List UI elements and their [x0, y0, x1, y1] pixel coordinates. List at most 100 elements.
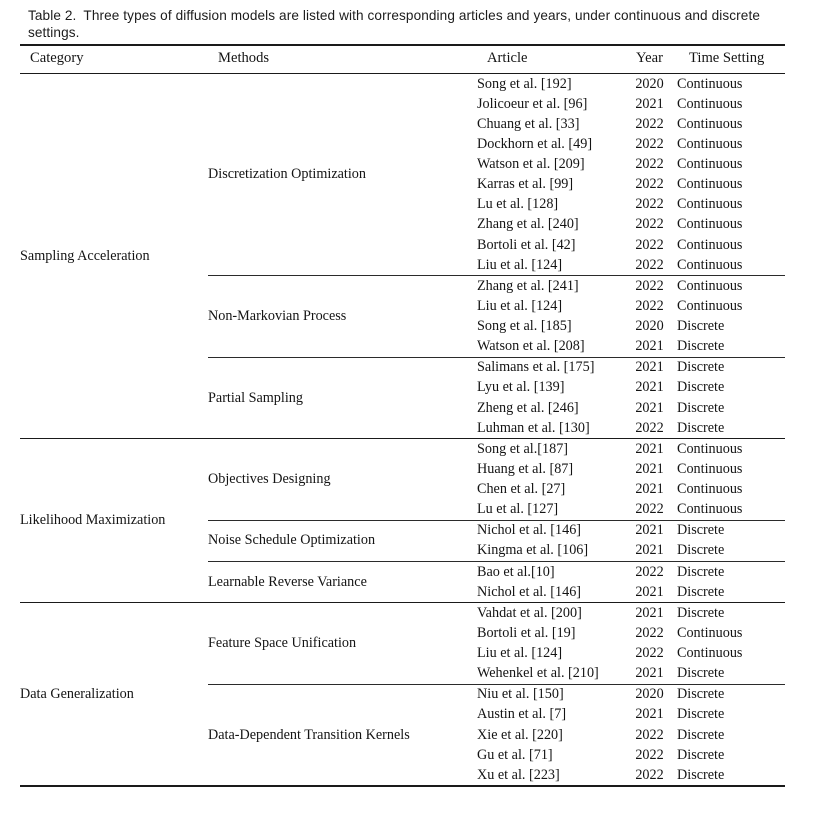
article-cell: Vahdat et al. [200] [477, 602, 622, 624]
year-cell: 2021 [635, 583, 664, 600]
table-row: Liu et al. [124] 2022 Continuous [20, 296, 785, 316]
article-cell: Chuang et al. [33] [477, 115, 580, 132]
table-row: Gu et al. [71] 2022 Discrete [20, 745, 785, 765]
table-row: Bortoli et al. [42] 2022 Continuous [20, 235, 785, 255]
column-header-category: Category [20, 45, 208, 74]
category-cell: Sampling Acceleration [20, 247, 150, 264]
table-caption-text: Three types of diffusion models are list… [28, 8, 760, 40]
table-row: Lyu et al. [139] 2021 Discrete [20, 378, 785, 398]
table-row: Huang et al. [87] 2021 Continuous [20, 459, 785, 479]
year-cell: 2022 [635, 216, 664, 233]
year-cell: 2021 [635, 95, 664, 112]
year-cell: 2021 [635, 379, 664, 396]
article-cell: Song et al.[187] [477, 438, 622, 460]
time-setting-cell: Continuous [677, 216, 743, 233]
time-setting-cell: Continuous [677, 501, 743, 518]
year-cell: 2021 [622, 519, 677, 541]
year-cell: 2021 [635, 460, 664, 477]
method-cell: Partial Sampling [208, 356, 477, 439]
year-cell: 2022 [635, 645, 664, 662]
article-cell: Lyu et al. [139] [477, 379, 565, 396]
table-row: Xu et al. [223] 2022 Discrete [20, 765, 785, 786]
time-setting-cell: Discrete [677, 338, 725, 355]
article-cell: Nichol et al. [146] [477, 583, 582, 600]
year-cell: 2022 [635, 256, 664, 273]
year-cell: 2022 [635, 501, 664, 518]
table-row: Likelihood Maximization Objectives Design… [20, 438, 785, 603]
time-setting-cell: Continuous [677, 75, 743, 92]
year-cell: 2022 [635, 726, 664, 743]
article-cell: Gu et al. [71] [477, 746, 553, 763]
column-header-year: Year [622, 45, 677, 74]
table-row: Bortoli et al. [19] 2022 Continuous [20, 623, 785, 643]
year-cell: 2021 [635, 481, 664, 498]
header-row: Category Methods Article Year Time Setti… [20, 45, 785, 74]
table-row: Wehenkel et al. [210] 2021 Discrete [20, 664, 785, 685]
time-setting-cell: Discrete [677, 683, 785, 705]
table-row: Luhman et al. [130] 2022 Discrete [20, 418, 785, 439]
diffusion-models-table: Category Methods Article Year Time Setti… [20, 44, 785, 788]
method-cell: Feature Space Unification [208, 602, 477, 685]
year-cell: 2022 [635, 236, 664, 253]
table-row: Kingma et al. [106] 2021 Discrete [20, 541, 785, 562]
article-cell: Liu et al. [124] [477, 256, 563, 273]
table-row: Data Generalization Feature Space Unifica… [20, 602, 785, 787]
year-cell: 2022 [635, 156, 664, 173]
time-setting-cell: Continuous [677, 275, 785, 297]
time-setting-cell: Continuous [677, 176, 743, 193]
year-cell: 2022 [635, 196, 664, 213]
year-cell: 2022 [635, 297, 664, 314]
category-cell: Data Generalization [20, 602, 208, 787]
year-cell: 2022 [622, 275, 677, 297]
year-cell: 2022 [635, 419, 664, 436]
article-cell: Xu et al. [223] [477, 766, 560, 783]
method-cell: Non-Markovian Process [208, 275, 477, 358]
year-cell: 2021 [622, 438, 677, 460]
table-row: Data-Dependent Transition Kernels Niu et … [20, 683, 785, 787]
year-cell: 2022 [635, 115, 664, 132]
time-setting-cell: Discrete [677, 602, 785, 624]
article-cell: Niu et al. [150] [477, 683, 622, 705]
year-cell: 2022 [622, 561, 677, 583]
article-cell: Watson et al. [209] [477, 156, 585, 173]
table-row: Xie et al. [220] 2022 Discrete [20, 725, 785, 745]
method-cell: Data-Dependent Transition Kernels [208, 683, 477, 787]
table-row: Austin et al. [7] 2021 Discrete [20, 705, 785, 725]
article-cell: Lu et al. [127] [477, 501, 559, 518]
time-setting-cell: Continuous [677, 645, 743, 662]
table-row: Watson et al. [208] 2021 Discrete [20, 337, 785, 358]
year-cell: 2022 [635, 766, 664, 783]
year-cell: 2021 [635, 542, 664, 559]
year-cell: 2022 [635, 624, 664, 641]
table-row: Nichol et al. [146] 2021 Discrete [20, 582, 785, 603]
article-cell: Song et al. [192] [477, 75, 572, 92]
article-cell: Liu et al. [124] [477, 645, 563, 662]
time-setting-cell: Discrete [677, 379, 725, 396]
table-row: Karras et al. [99] 2022 Continuous [20, 175, 785, 195]
time-setting-cell: Discrete [677, 665, 725, 682]
method-cell: Discretization Optimization [208, 166, 366, 183]
article-cell: Nichol et al. [146] [477, 519, 622, 541]
time-setting-cell: Continuous [677, 624, 743, 641]
time-setting-cell: Discrete [677, 542, 725, 559]
table-row: Dockhorn et al. [49] 2022 Continuous [20, 134, 785, 154]
table-row: Zheng et al. [246] 2021 Discrete [20, 398, 785, 418]
method-cell: Objectives Designing [208, 438, 477, 521]
time-setting-cell: Continuous [677, 256, 743, 273]
table-caption: Table 2. Three types of diffusion models … [28, 7, 808, 41]
article-cell: Salimans et al. [175] [477, 356, 622, 378]
year-cell: 2020 [635, 75, 664, 92]
time-setting-cell: Discrete [677, 726, 725, 743]
year-cell: 2021 [635, 706, 664, 723]
table-row: Sampling Acceleration Discretization Opti… [20, 74, 785, 264]
time-setting-cell: Discrete [677, 318, 725, 335]
table-row: Learnable Reverse Variance Bao et al.[10]… [20, 560, 785, 603]
time-setting-cell: Continuous [677, 156, 743, 173]
year-cell: 2021 [622, 356, 677, 378]
table-row: Liu et al. [124] 2022 Continuous [20, 255, 785, 276]
time-setting-cell: Discrete [677, 561, 785, 583]
table-row: Watson et al. [209] 2022 Continuous [20, 155, 785, 175]
article-cell: Bao et al.[10] [477, 561, 622, 583]
table-row: Non-Markovian Process Zhang et al. [241] 2… [20, 275, 785, 358]
